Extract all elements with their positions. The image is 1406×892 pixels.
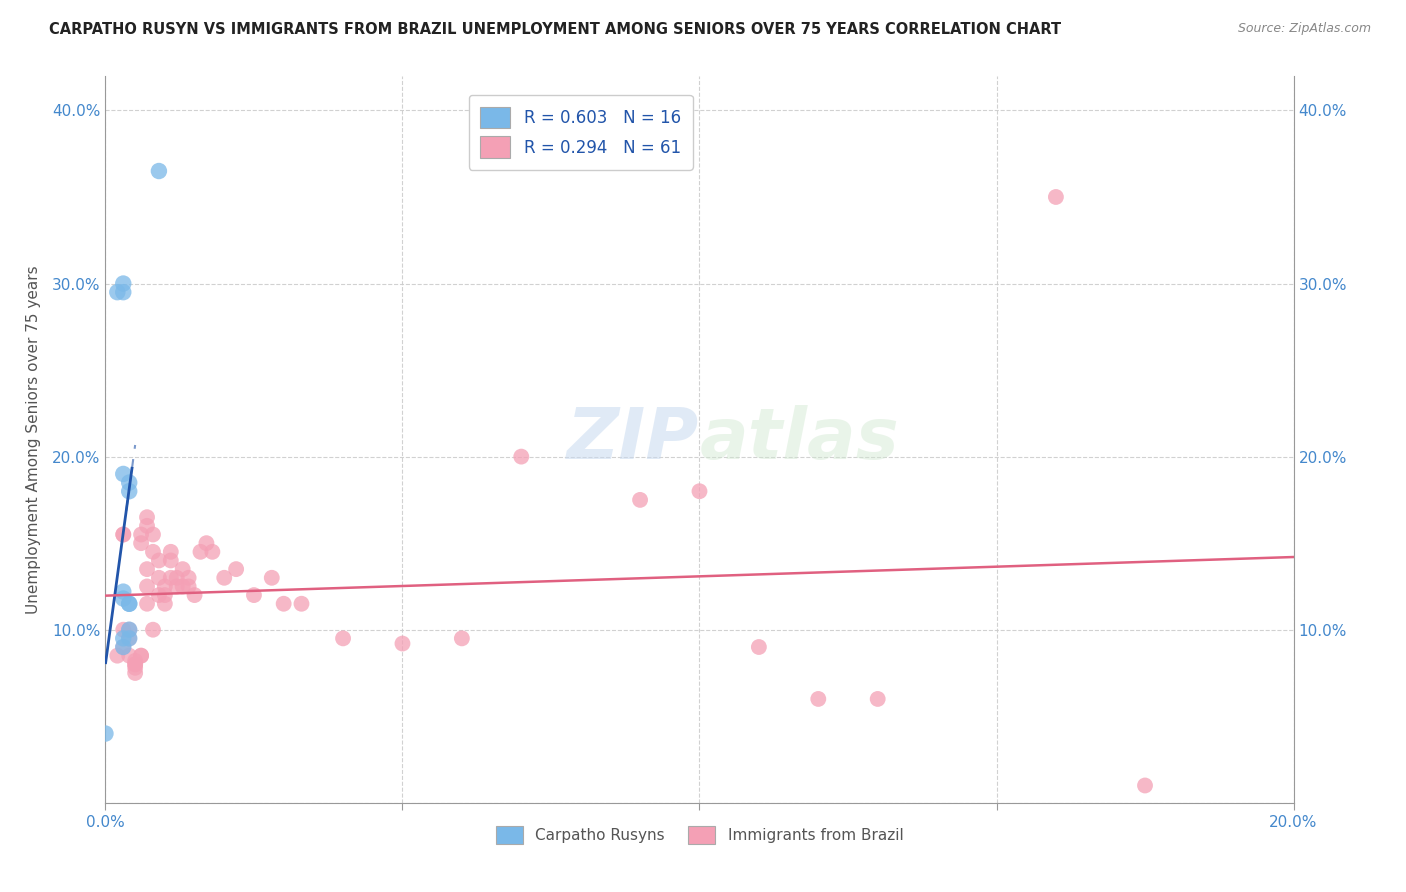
Point (510, 450, 533, 464)
Point (159, 545, 181, 559)
Point (112, 640, 135, 654)
Point (628, 492, 651, 507)
Point (159, 553, 181, 567)
Point (689, 484, 711, 499)
Point (112, 632, 135, 646)
Point (148, 588, 170, 602)
Point (195, 536, 218, 550)
Point (225, 562, 247, 576)
Point (112, 277, 135, 291)
Point (172, 562, 194, 576)
Point (214, 571, 236, 585)
Point (153, 588, 176, 602)
Point (118, 623, 141, 637)
Point (177, 579, 200, 593)
Point (391, 636, 413, 650)
Point (118, 632, 141, 646)
Point (112, 527, 135, 541)
Point (866, 692, 889, 706)
Point (118, 475, 141, 490)
Point (1045, 190, 1067, 204)
Point (105, 285, 128, 300)
Point (142, 545, 165, 559)
Point (243, 588, 266, 602)
Point (124, 657, 146, 672)
Point (136, 519, 159, 533)
Point (290, 597, 312, 611)
Point (201, 545, 224, 559)
Point (148, 553, 170, 567)
Point (148, 571, 170, 585)
Point (136, 579, 159, 593)
Point (112, 467, 135, 481)
Text: CARPATHO RUSYN VS IMMIGRANTS FROM BRAZIL UNEMPLOYMENT AMONG SENIORS OVER 75 YEAR: CARPATHO RUSYN VS IMMIGRANTS FROM BRAZIL… (49, 22, 1062, 37)
Point (183, 588, 205, 602)
Point (112, 591, 135, 606)
Point (118, 484, 141, 499)
Point (136, 562, 159, 576)
Point (142, 527, 165, 541)
Point (112, 640, 135, 654)
Point (172, 579, 194, 593)
Point (118, 648, 141, 663)
Point (1133, 779, 1156, 793)
Point (118, 632, 141, 646)
Point (148, 164, 170, 178)
Point (112, 623, 135, 637)
Point (153, 579, 176, 593)
Point (112, 584, 135, 599)
Point (129, 527, 152, 541)
Legend: Carpatho Rusyns, Immigrants from Brazil: Carpatho Rusyns, Immigrants from Brazil (489, 820, 910, 850)
Y-axis label: Unemployment Among Seniors over 75 years: Unemployment Among Seniors over 75 years (25, 265, 41, 614)
Point (124, 665, 146, 680)
Point (118, 597, 141, 611)
Point (112, 527, 135, 541)
Point (273, 597, 295, 611)
Text: ZIP: ZIP (567, 405, 700, 474)
Point (166, 579, 188, 593)
Point (129, 536, 152, 550)
Point (450, 632, 472, 646)
Point (136, 597, 159, 611)
Point (124, 654, 146, 668)
Point (177, 571, 200, 585)
Point (124, 657, 146, 672)
Point (129, 648, 152, 663)
Point (118, 623, 141, 637)
Point (748, 640, 770, 654)
Point (166, 571, 188, 585)
Text: atlas: atlas (700, 405, 900, 474)
Text: Source: ZipAtlas.com: Source: ZipAtlas.com (1237, 22, 1371, 36)
Point (118, 597, 141, 611)
Point (332, 632, 354, 646)
Point (159, 571, 181, 585)
Point (105, 648, 128, 663)
Point (190, 545, 212, 559)
Point (94, 726, 117, 740)
Point (807, 692, 830, 706)
Point (124, 661, 146, 675)
Point (129, 648, 152, 663)
Point (136, 510, 159, 524)
Point (142, 623, 165, 637)
Point (260, 571, 283, 585)
Point (153, 597, 176, 611)
Point (112, 285, 135, 300)
